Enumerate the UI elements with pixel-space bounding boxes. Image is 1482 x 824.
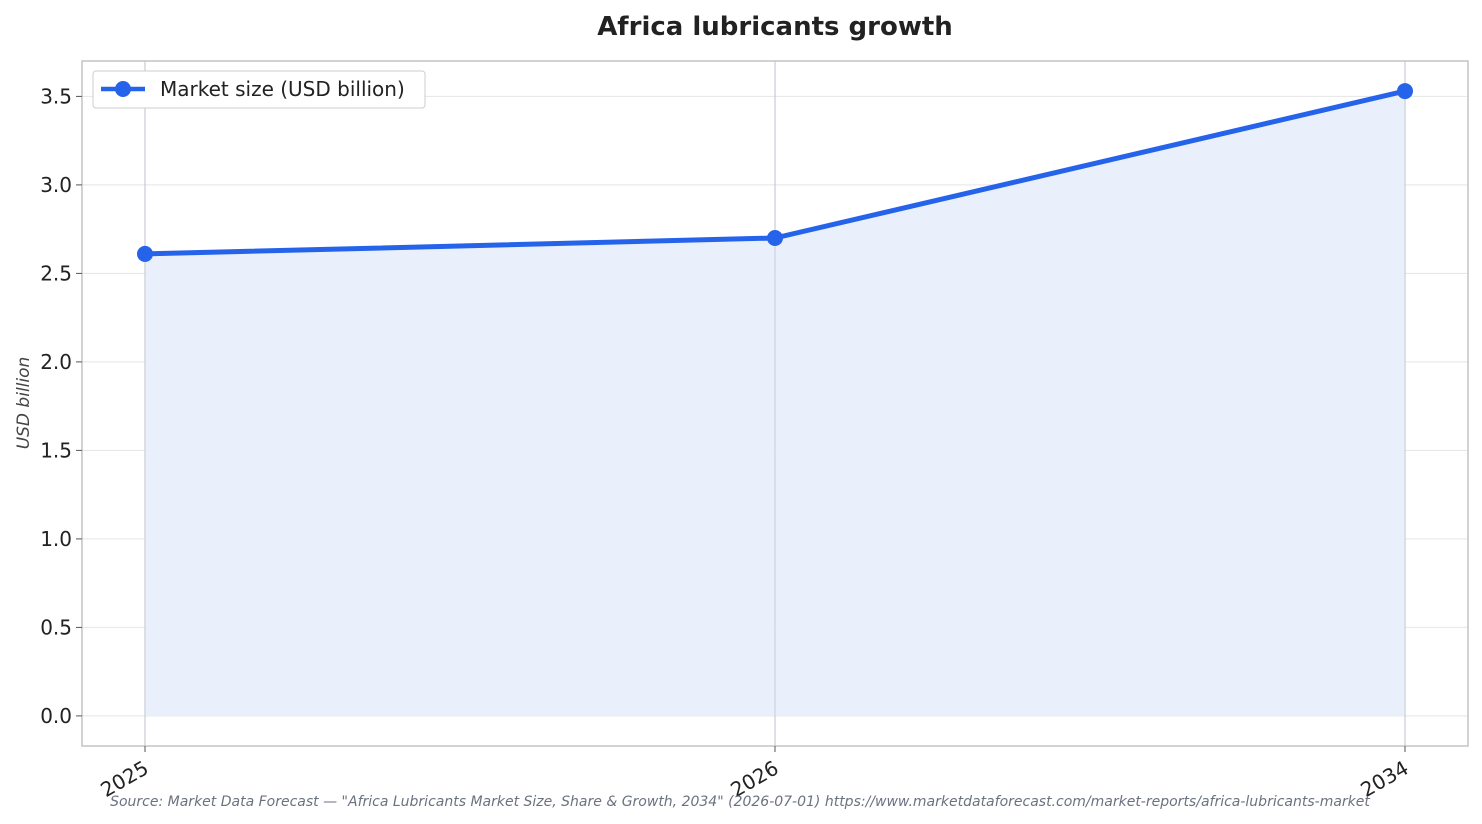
legend-box <box>92 70 426 109</box>
legend: Market size (USD billion) <box>92 70 426 109</box>
legend-label: Market size (USD billion) <box>160 77 405 101</box>
area-layer <box>137 61 1413 746</box>
source-note: Source: Market Data Forecast — "Africa L… <box>110 794 1370 810</box>
y-tick-label: 0.5 <box>40 615 72 639</box>
y-tick-label: 3.0 <box>40 173 72 197</box>
y-tick-label: 2.0 <box>40 350 72 374</box>
y-tick-label: 3.5 <box>40 84 72 108</box>
data-point-2034 <box>1397 83 1413 100</box>
y-tick-label: 1.0 <box>40 527 72 551</box>
y-tick-label: 1.5 <box>40 438 72 462</box>
data-point-2025 <box>137 245 153 262</box>
y-axis: 0.0 0.5 1.0 1.5 2.0 2.5 3.0 3.5 <box>40 84 82 728</box>
y-tick-label: 0.0 <box>40 704 72 728</box>
y-tick-label: 2.5 <box>40 261 72 285</box>
legend-marker-swatch <box>115 81 131 97</box>
y-axis-label: USD billion <box>14 357 34 450</box>
chart-title: Africa lubricants growth <box>597 12 953 42</box>
data-point-2026 <box>767 230 783 247</box>
